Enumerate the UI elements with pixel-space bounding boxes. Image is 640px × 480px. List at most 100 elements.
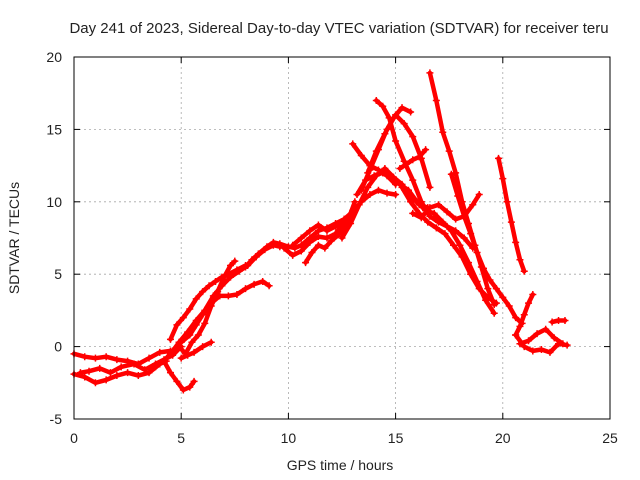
data-point-marker bbox=[297, 234, 305, 242]
data-point-marker bbox=[355, 201, 363, 209]
x-tick-label: 15 bbox=[388, 430, 404, 446]
data-point-marker bbox=[207, 338, 215, 346]
data-point-marker bbox=[374, 166, 382, 174]
data-point-marker bbox=[379, 102, 387, 110]
series-track-7 bbox=[160, 357, 198, 394]
data-point-marker bbox=[141, 366, 149, 374]
data-point-marker bbox=[456, 241, 464, 249]
data-point-marker bbox=[102, 376, 110, 384]
data-point-marker bbox=[323, 234, 331, 242]
series-line bbox=[399, 185, 499, 306]
data-point-marker bbox=[263, 243, 271, 251]
data-point-marker bbox=[409, 133, 417, 141]
data-point-marker bbox=[220, 273, 228, 281]
data-point-marker bbox=[179, 386, 187, 394]
data-point-marker bbox=[156, 348, 164, 356]
data-point-marker bbox=[426, 204, 434, 212]
data-point-marker bbox=[175, 343, 183, 351]
data-point-marker bbox=[452, 215, 460, 223]
y-axis-label: SDTVAR / TECUs bbox=[6, 182, 22, 294]
data-point-marker bbox=[525, 337, 533, 345]
data-point-marker bbox=[166, 335, 174, 343]
data-point-marker bbox=[351, 198, 359, 206]
data-point-marker bbox=[250, 280, 258, 288]
data-point-marker bbox=[520, 311, 528, 319]
data-point-marker bbox=[186, 383, 194, 391]
data-point-marker bbox=[151, 363, 159, 371]
series-line bbox=[449, 172, 525, 326]
x-tick-label: 10 bbox=[281, 430, 297, 446]
data-point-marker bbox=[484, 293, 492, 301]
data-point-marker bbox=[520, 267, 528, 275]
data-point-marker bbox=[265, 282, 273, 290]
data-point-marker bbox=[443, 208, 451, 216]
data-point-marker bbox=[469, 201, 477, 209]
data-point-marker bbox=[447, 170, 455, 178]
data-point-marker bbox=[396, 164, 404, 172]
data-point-marker bbox=[289, 251, 297, 259]
data-point-marker bbox=[372, 147, 380, 155]
data-point-marker bbox=[259, 277, 267, 285]
series-line bbox=[303, 199, 358, 265]
data-point-marker bbox=[542, 325, 550, 333]
data-point-marker bbox=[392, 191, 400, 199]
data-point-marker bbox=[177, 354, 185, 362]
data-point-marker bbox=[314, 233, 322, 241]
data-point-marker bbox=[400, 120, 408, 128]
data-point-marker bbox=[398, 183, 406, 191]
data-point-marker bbox=[505, 302, 513, 310]
y-tick-label: -5 bbox=[50, 411, 63, 427]
data-point-marker bbox=[529, 290, 537, 298]
y-tick-label: 0 bbox=[54, 339, 62, 355]
data-point-marker bbox=[561, 317, 569, 325]
data-point-marker bbox=[231, 257, 239, 265]
data-point-marker bbox=[383, 172, 391, 180]
data-point-marker bbox=[81, 373, 89, 381]
data-point-marker bbox=[499, 293, 507, 301]
data-point-marker bbox=[415, 153, 423, 161]
data-point-marker bbox=[201, 306, 209, 314]
chart-title: Day 241 of 2023, Sidereal Day-to-day VTE… bbox=[69, 20, 608, 37]
series-track-13 bbox=[302, 198, 359, 267]
data-point-marker bbox=[321, 244, 329, 252]
data-point-marker bbox=[402, 160, 410, 168]
data-point-marker bbox=[214, 288, 222, 296]
data-point-marker bbox=[364, 183, 372, 191]
data-point-marker bbox=[186, 305, 194, 313]
series-track-28 bbox=[516, 325, 567, 348]
y-tick-label: 15 bbox=[46, 121, 62, 137]
series-track-19 bbox=[349, 140, 400, 188]
y-tick-label: 10 bbox=[46, 194, 62, 210]
series-track-20 bbox=[396, 146, 430, 172]
x-tick-label: 20 bbox=[495, 430, 511, 446]
data-point-marker bbox=[190, 348, 198, 356]
data-point-marker bbox=[537, 345, 545, 353]
data-point-marker bbox=[374, 186, 382, 194]
data-point-marker bbox=[458, 253, 466, 261]
data-point-marker bbox=[473, 248, 481, 256]
data-point-marker bbox=[242, 263, 250, 271]
data-point-marker bbox=[370, 172, 378, 180]
data-point-marker bbox=[91, 379, 99, 387]
data-point-marker bbox=[533, 330, 541, 338]
data-point-marker bbox=[201, 319, 209, 327]
x-tick-label: 25 bbox=[602, 430, 618, 446]
data-point-marker bbox=[184, 328, 192, 336]
y-tick-label: 5 bbox=[54, 266, 62, 282]
data-point-marker bbox=[383, 189, 391, 197]
x-axis-label: GPS time / hours bbox=[287, 457, 394, 473]
data-point-marker bbox=[276, 240, 284, 248]
axis-ticks: 0 5 10 15 20 25 -5 0 5 10 15 20 bbox=[46, 49, 618, 446]
data-point-marker bbox=[353, 191, 361, 199]
data-point-marker bbox=[173, 377, 181, 385]
data-point-marker bbox=[503, 198, 511, 206]
series-track-12 bbox=[289, 208, 357, 249]
data-point-marker bbox=[314, 241, 322, 249]
data-point-marker bbox=[130, 360, 138, 368]
data-point-marker bbox=[199, 288, 207, 296]
data-point-marker bbox=[424, 218, 432, 226]
data-point-marker bbox=[194, 331, 202, 339]
data-point-marker bbox=[306, 238, 314, 246]
series-track-10 bbox=[242, 186, 400, 271]
